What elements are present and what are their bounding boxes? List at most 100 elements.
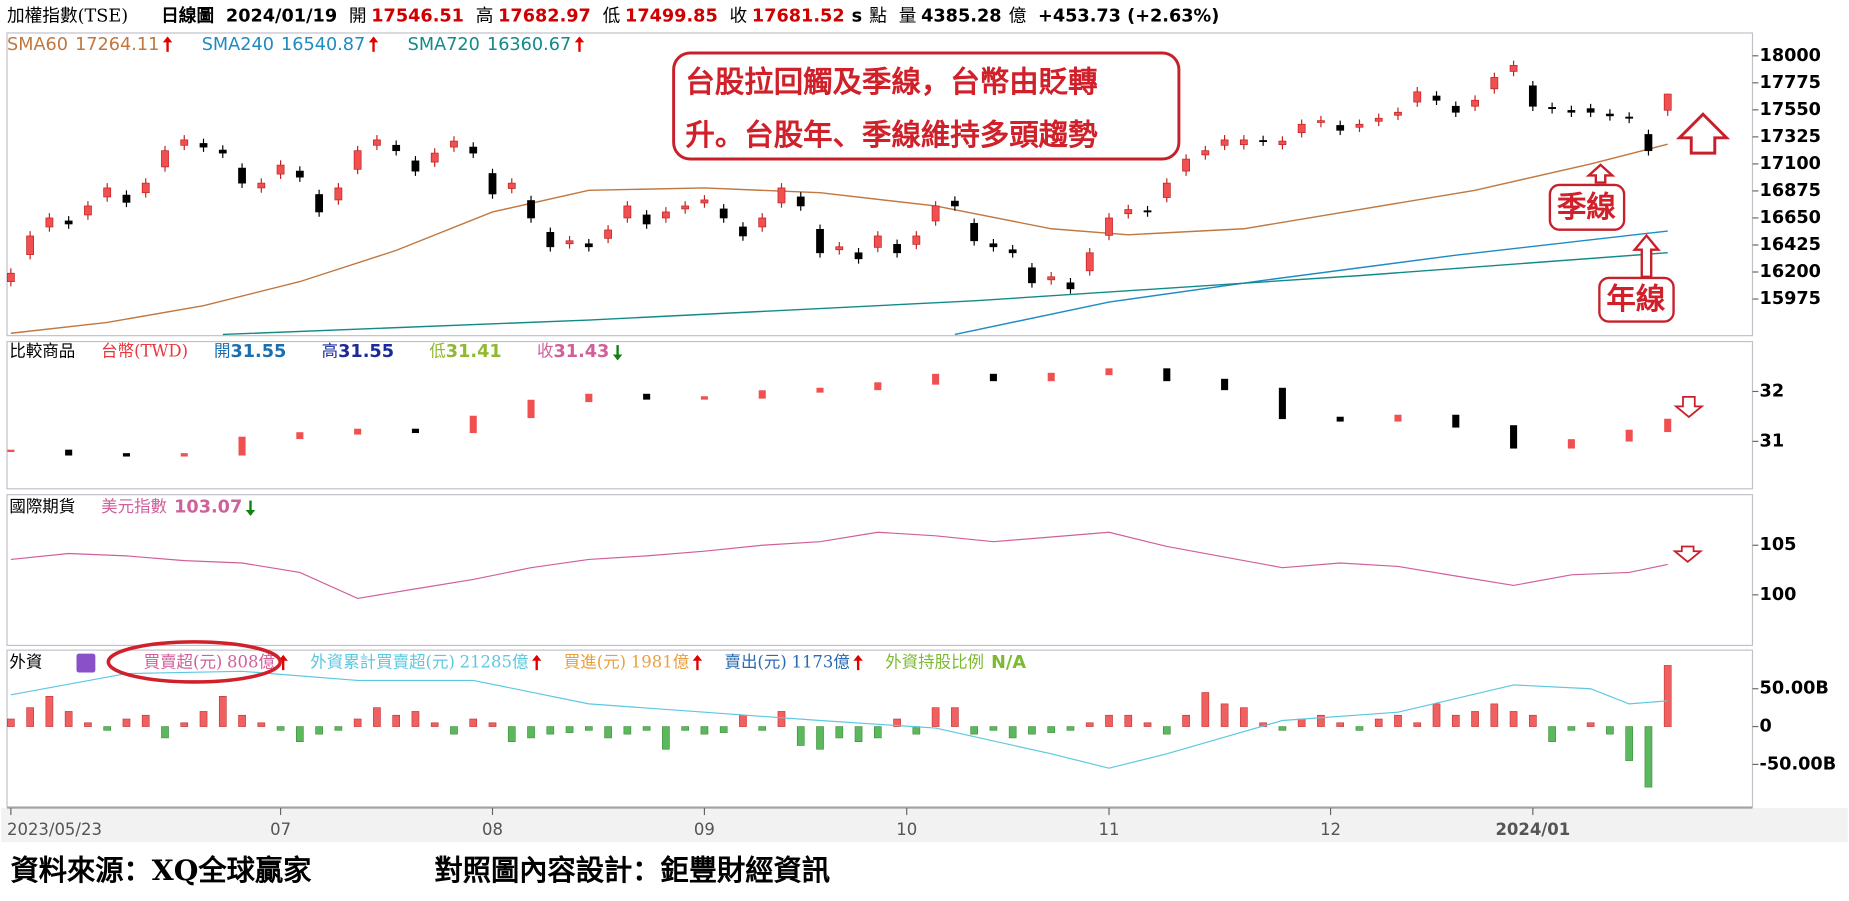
- moving-average: [954, 230, 1668, 336]
- bar: [565, 726, 574, 733]
- candle-body: [1471, 99, 1479, 107]
- season-line-label: 季線: [1557, 190, 1616, 224]
- candle-body: [1317, 120, 1325, 123]
- legend-name: 買進(元): [564, 653, 626, 672]
- bar: [854, 726, 863, 742]
- candle-body: [546, 232, 555, 248]
- footer-band: [1, 843, 1848, 901]
- x-tick-label: 10: [896, 820, 917, 839]
- open-value: 31.55: [230, 342, 286, 362]
- legend-name: 外資累計買賣超(元): [310, 653, 455, 672]
- volume-value: 4385.28: [921, 6, 1001, 26]
- bar: [719, 726, 728, 733]
- bar: [758, 726, 767, 731]
- candle-body: [700, 396, 708, 400]
- x-tick-label: 11: [1099, 820, 1120, 839]
- bar: [1085, 722, 1094, 727]
- candle-body: [643, 393, 651, 400]
- candle-body: [970, 223, 979, 242]
- bar: [1490, 703, 1499, 727]
- highlight-circle: [106, 640, 283, 684]
- bar: [1509, 711, 1518, 727]
- candle-body: [681, 205, 690, 210]
- candle-body: [796, 196, 805, 207]
- candle-body: [334, 187, 343, 201]
- candle-body: [700, 199, 709, 204]
- bar: [1567, 726, 1576, 731]
- legend-value: 1981億: [631, 653, 689, 672]
- candle-body: [295, 170, 304, 178]
- bar: [1317, 714, 1325, 727]
- cumulative-line: [10, 670, 1668, 769]
- candle-body: [1008, 249, 1017, 254]
- candle-body: [122, 453, 130, 457]
- bar: [604, 726, 612, 739]
- menu-icon: [76, 653, 96, 673]
- bar: [1432, 703, 1441, 727]
- bar: [835, 726, 844, 739]
- bar: [1471, 711, 1479, 727]
- y-tick-label: 15975: [1760, 289, 1821, 309]
- bar: [1220, 703, 1229, 727]
- date-axis-band: [1, 807, 1848, 843]
- candle-body: [392, 144, 401, 152]
- down-arrow: [1672, 545, 1704, 563]
- candle-body: [1162, 182, 1171, 198]
- candle-body: [1509, 65, 1518, 72]
- bar: [623, 726, 632, 735]
- candle-body: [816, 387, 824, 393]
- bar: [392, 714, 401, 727]
- panel-label: 國際期貨: [9, 497, 75, 516]
- bar: [26, 707, 34, 727]
- arrow: [532, 654, 542, 661]
- season-arrow: [1585, 163, 1616, 184]
- year-arrow: [1632, 233, 1661, 278]
- candle-body: [623, 205, 632, 219]
- candle-body: [874, 382, 882, 391]
- bar: [816, 726, 824, 750]
- bar: [411, 711, 420, 727]
- arrow: [853, 654, 863, 661]
- high-value: 31.55: [338, 342, 394, 362]
- bar: [700, 726, 709, 735]
- candle-body: [1085, 252, 1094, 272]
- candle-body: [1221, 378, 1229, 391]
- candle-body: [411, 428, 419, 434]
- candle-body: [257, 182, 266, 189]
- bar: [469, 718, 478, 727]
- x-tick-label: 2023/05/23: [7, 820, 102, 839]
- bar: [989, 726, 998, 731]
- bar: [1047, 726, 1056, 733]
- candle-body: [1567, 439, 1575, 449]
- bar: [1394, 714, 1402, 727]
- candle-body: [1413, 91, 1422, 103]
- candle-body: [103, 187, 112, 198]
- candle-body: [1451, 105, 1460, 113]
- x-tick-label: 09: [694, 820, 715, 839]
- y-tick-label: -50.00B: [1760, 754, 1837, 774]
- bar: [1008, 726, 1017, 739]
- candle-body: [758, 217, 767, 228]
- legend-value: 1173億: [791, 653, 849, 672]
- candle-body: [1047, 276, 1056, 281]
- candle-body: [1374, 117, 1383, 122]
- candle-body: [469, 415, 477, 434]
- candle-body: [411, 160, 420, 172]
- candle-body: [1201, 150, 1210, 156]
- bar: [353, 718, 362, 727]
- arrow: [574, 36, 585, 43]
- y-tick-label: 17550: [1760, 100, 1821, 120]
- bar: [199, 711, 208, 727]
- bar: [1663, 665, 1672, 727]
- bar: [507, 726, 516, 742]
- year-line-label: 年線: [1606, 282, 1665, 316]
- bar: [1625, 726, 1634, 761]
- candle-body: [507, 182, 516, 189]
- bar: [84, 722, 92, 727]
- candle-body: [469, 146, 478, 154]
- period: 日線圖: [161, 4, 214, 26]
- bar: [970, 726, 978, 735]
- candle-body: [1239, 139, 1248, 146]
- bar: [161, 726, 169, 739]
